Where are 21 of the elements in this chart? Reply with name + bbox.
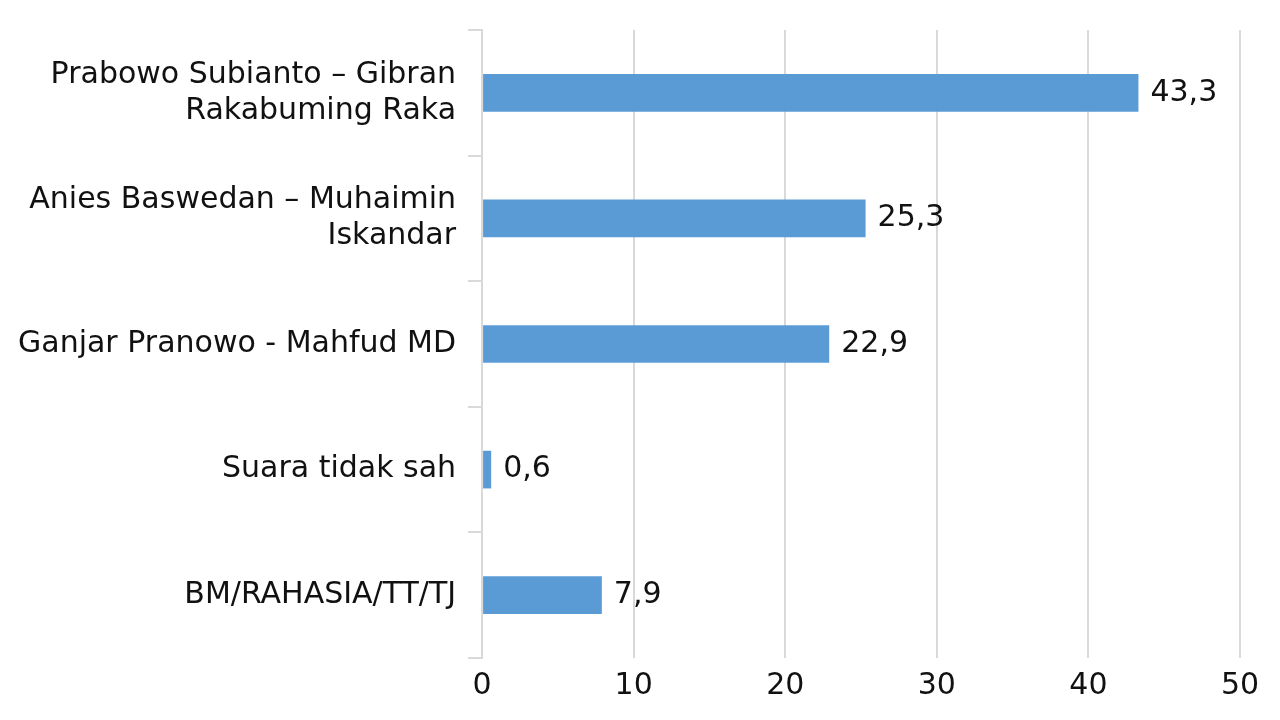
y-tick-label: Prabowo Subianto – Gibran Rakabuming Raka bbox=[50, 54, 457, 126]
y-tick-label: Suara tidak sah bbox=[221, 449, 457, 485]
x-tick-label: 30 bbox=[917, 665, 956, 701]
bar bbox=[483, 576, 602, 615]
data-label: 0,6 bbox=[503, 449, 551, 485]
data-label: 7,9 bbox=[613, 575, 662, 610]
x-tick-label: 40 bbox=[1069, 665, 1108, 701]
y-tick-label: Anies Baswedan – Muhaimin Iskandar bbox=[29, 180, 457, 252]
x-tick-label: 10 bbox=[614, 665, 653, 701]
bar bbox=[483, 73, 1139, 112]
bar bbox=[483, 199, 866, 238]
y-tick-label: BM/RAHASIA/TT/TJ bbox=[184, 575, 457, 610]
x-tick-label: 20 bbox=[766, 665, 805, 701]
x-tick-label: 50 bbox=[1220, 665, 1260, 701]
y-tick-label: Ganjar Pranowo - Mahfud MD bbox=[18, 323, 457, 359]
x-tick-label: 0 bbox=[472, 665, 492, 701]
data-label: 43,3 bbox=[1150, 72, 1218, 108]
data-label: 22,9 bbox=[841, 323, 909, 359]
data-label: 25,3 bbox=[877, 198, 945, 234]
bar bbox=[483, 325, 830, 363]
bar bbox=[483, 450, 492, 489]
